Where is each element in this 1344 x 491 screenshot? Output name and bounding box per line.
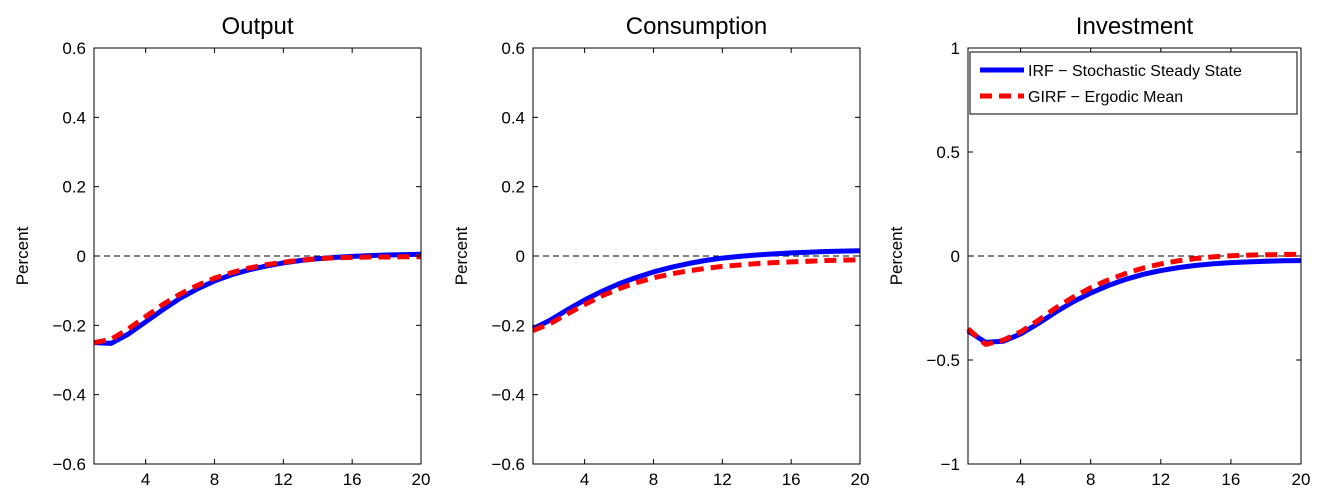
x-tick-label: 16 [1221, 470, 1240, 489]
x-tick-label: 20 [1292, 470, 1311, 489]
chart-title: Consumption [626, 13, 767, 40]
y-tick-label: 0.6 [62, 39, 86, 58]
y-tick-label: −0.6 [491, 455, 525, 474]
x-tick-label: 4 [580, 470, 589, 489]
x-tick-label: 20 [851, 470, 870, 489]
y-tick-label: 0.6 [501, 39, 525, 58]
x-tick-label: 8 [649, 470, 658, 489]
legend-box [969, 51, 1298, 115]
x-tick-label: 4 [1016, 470, 1025, 489]
y-tick-label: 0.2 [62, 178, 86, 197]
series-girf-line [532, 257, 861, 333]
legend: IRF − Stochastic Steady State GIRF − Ergo… [969, 51, 1298, 115]
y-tick-label: −0.2 [491, 316, 525, 335]
x-tick-label: 20 [412, 470, 431, 489]
y-tick-label: −0.6 [52, 455, 86, 474]
x-tick-label: 8 [210, 470, 219, 489]
y-tick-label: −0.2 [52, 316, 86, 335]
y-axis-label: Percent [887, 226, 906, 285]
x-tick-label: 12 [1151, 470, 1170, 489]
y-axis-label: Percent [452, 226, 471, 285]
y-axis-label: Percent [13, 226, 32, 285]
y-tick-label: −1 [941, 455, 960, 474]
y-tick-label: 0.4 [62, 108, 86, 127]
y-tick-label: 0 [516, 247, 525, 266]
chart-panel-0: Output Percent 4 8 12 16 20 −0.6 −0.4 −0.2 0 0.2 0.4… [13, 13, 430, 489]
y-tick-label: −0.5 [926, 351, 960, 370]
series-girf-line [93, 254, 421, 346]
x-tick-label: 16 [782, 470, 801, 489]
y-tick-label: 0.4 [501, 108, 525, 127]
series-irf-line [531, 248, 861, 332]
x-tick-label: 8 [1086, 470, 1095, 489]
legend-label-irf: IRF − Stochastic Steady State [1028, 63, 1242, 80]
x-tick-label: 12 [713, 470, 732, 489]
chart-panel-2: Investment Percent 4 8 12 16 20 −1 −0.5 0 0.5 1 IRF … [887, 13, 1310, 489]
x-tick-label: 16 [343, 470, 362, 489]
chart-title: Output [221, 13, 293, 40]
x-tick-label: 12 [274, 470, 293, 489]
y-tick-label: 0.5 [936, 143, 960, 162]
y-tick-label: 0 [951, 247, 960, 266]
chart-title: Investment [1076, 13, 1194, 40]
y-tick-label: 0.2 [501, 178, 525, 197]
chart-panel-1: Consumption Percent 4 8 12 16 20 −0.6 −0.4 −0.2 0 0… [452, 13, 869, 489]
x-tick-label: 4 [141, 470, 150, 489]
y-tick-label: 0 [77, 247, 86, 266]
y-tick-label: −0.4 [491, 386, 525, 405]
y-tick-label: −0.4 [52, 386, 86, 405]
legend-label-girf: GIRF − Ergodic Mean [1028, 89, 1183, 106]
y-tick-label: 1 [951, 39, 960, 58]
series-girf-line [966, 251, 1302, 347]
